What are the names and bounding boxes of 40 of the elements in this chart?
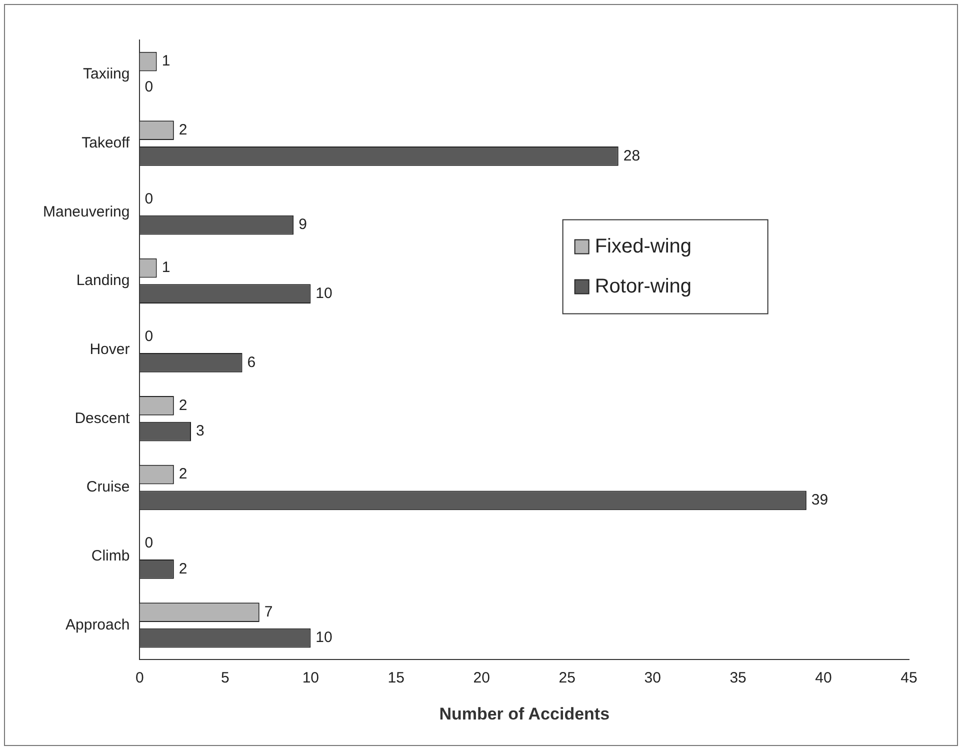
x-tick-label: 25 (558, 670, 576, 687)
data-label: 2 (178, 396, 188, 414)
data-label: 2 (178, 122, 188, 138)
data-label: 0 (144, 534, 154, 552)
data-label: 7 (264, 603, 273, 620)
data-label: 2 (178, 560, 188, 578)
data-label: 0 (144, 78, 154, 96)
y-tick-label: Descent (74, 410, 131, 427)
y-tick-label: Taxiing (83, 66, 130, 83)
x-tick-label: 20 (473, 670, 490, 687)
legend-label: Rotor-wing (594, 275, 692, 298)
data-label: 10 (316, 285, 332, 302)
x-tick-label: 30 (644, 670, 661, 687)
y-tick-label: Cruise (86, 478, 130, 496)
y-tick-label: Climb (91, 547, 130, 564)
x-tick-label: 40 (815, 670, 832, 687)
y-tick-label: Maneuvering (43, 203, 130, 220)
x-tick-label: 45 (900, 670, 918, 687)
data-label: 6 (247, 354, 256, 371)
x-tick-label: 5 (221, 670, 230, 687)
y-tick-label: Takeoff (82, 134, 131, 152)
x-axis-title: Number of Accidents (439, 704, 610, 724)
x-tick-label: 10 (302, 670, 320, 687)
data-label: 1 (162, 259, 170, 276)
x-tick-label: 15 (388, 670, 404, 687)
x-tick-label: 0 (136, 670, 144, 687)
y-tick-label: Approach (66, 616, 130, 634)
data-label: 9 (298, 216, 307, 234)
data-label: 10 (316, 629, 332, 646)
data-label: 28 (623, 147, 640, 164)
data-label: 3 (196, 422, 204, 440)
y-tick-label: Hover (90, 340, 130, 358)
data-label: 39 (811, 492, 828, 509)
y-tick-label: Landing (76, 272, 130, 290)
data-label: 1 (162, 52, 170, 70)
data-label: 0 (144, 328, 154, 346)
data-label: 2 (178, 466, 188, 483)
data-label: 0 (144, 190, 154, 208)
legend-label: Fixed-wing (594, 235, 692, 258)
x-tick-label: 35 (730, 670, 746, 687)
